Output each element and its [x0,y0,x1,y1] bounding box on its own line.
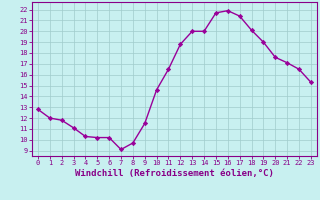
X-axis label: Windchill (Refroidissement éolien,°C): Windchill (Refroidissement éolien,°C) [75,169,274,178]
